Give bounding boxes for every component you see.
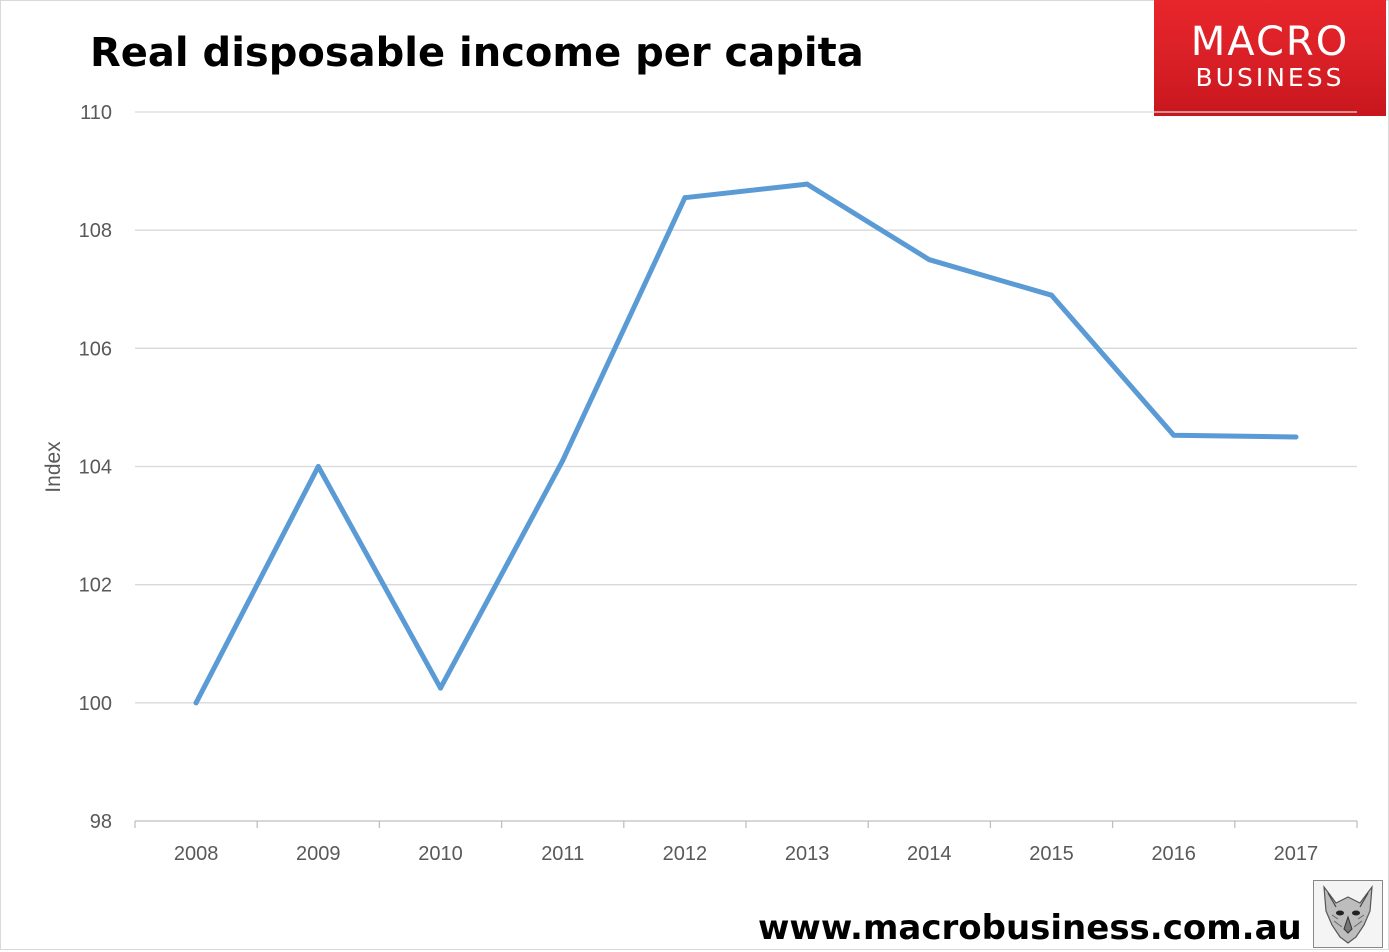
x-tick-label: 2016 [1151, 843, 1196, 865]
y-tick-labels: 98 100 102 104 106 108 110 [79, 102, 112, 833]
x-tick-label: 2015 [1029, 843, 1074, 865]
wolf-head-icon [1313, 880, 1383, 948]
x-tick-label: 2011 [541, 843, 584, 865]
series-layer [193, 181, 1299, 706]
y-tick-label: 100 [79, 693, 112, 715]
data-point-2015 [1049, 292, 1054, 298]
y-tick-label: 110 [80, 102, 112, 124]
x-tick-label: 2010 [418, 843, 463, 865]
logo-line-2: BUSINESS [1195, 63, 1345, 92]
y-tick-label: 108 [79, 220, 112, 242]
x-tick-label: 2014 [907, 843, 952, 865]
y-tick-label: 98 [90, 811, 112, 833]
x-tick-labels: 2008 2009 2010 2011 2012 2013 2014 2015 2016 2017 [174, 843, 1318, 865]
x-tick-label: 2008 [174, 843, 219, 865]
chart-title: Real disposable income per capita [90, 30, 864, 76]
macrobusiness-logo: MACRO BUSINESS [1154, 0, 1386, 116]
data-point-2008 [193, 700, 199, 706]
data-point-2013 [804, 181, 810, 187]
y-tick-label: 102 [79, 575, 112, 597]
data-point-2012 [682, 195, 688, 201]
x-tick-label: 2013 [785, 843, 830, 865]
y-tick-label: 106 [79, 338, 112, 360]
x-tick-label: 2009 [296, 843, 341, 865]
y-axis-title: Index [42, 441, 65, 493]
series-line-0 [193, 181, 1299, 706]
data-point-2010 [438, 685, 443, 691]
gridlines [135, 111, 1357, 704]
y-tick-label: 104 [79, 457, 112, 479]
website-url: www.macrobusiness.com.au [758, 908, 1302, 948]
x-tick-label: 2012 [663, 843, 708, 865]
data-point-2011 [560, 458, 566, 464]
x-axis [134, 820, 1358, 828]
data-point-2014 [926, 257, 932, 263]
data-point-2017 [1293, 434, 1299, 440]
logo-line-1: MACRO [1190, 19, 1350, 65]
x-tick-label: 2017 [1274, 843, 1319, 865]
data-point-2009 [315, 464, 321, 469]
data-point-2016 [1171, 432, 1177, 438]
